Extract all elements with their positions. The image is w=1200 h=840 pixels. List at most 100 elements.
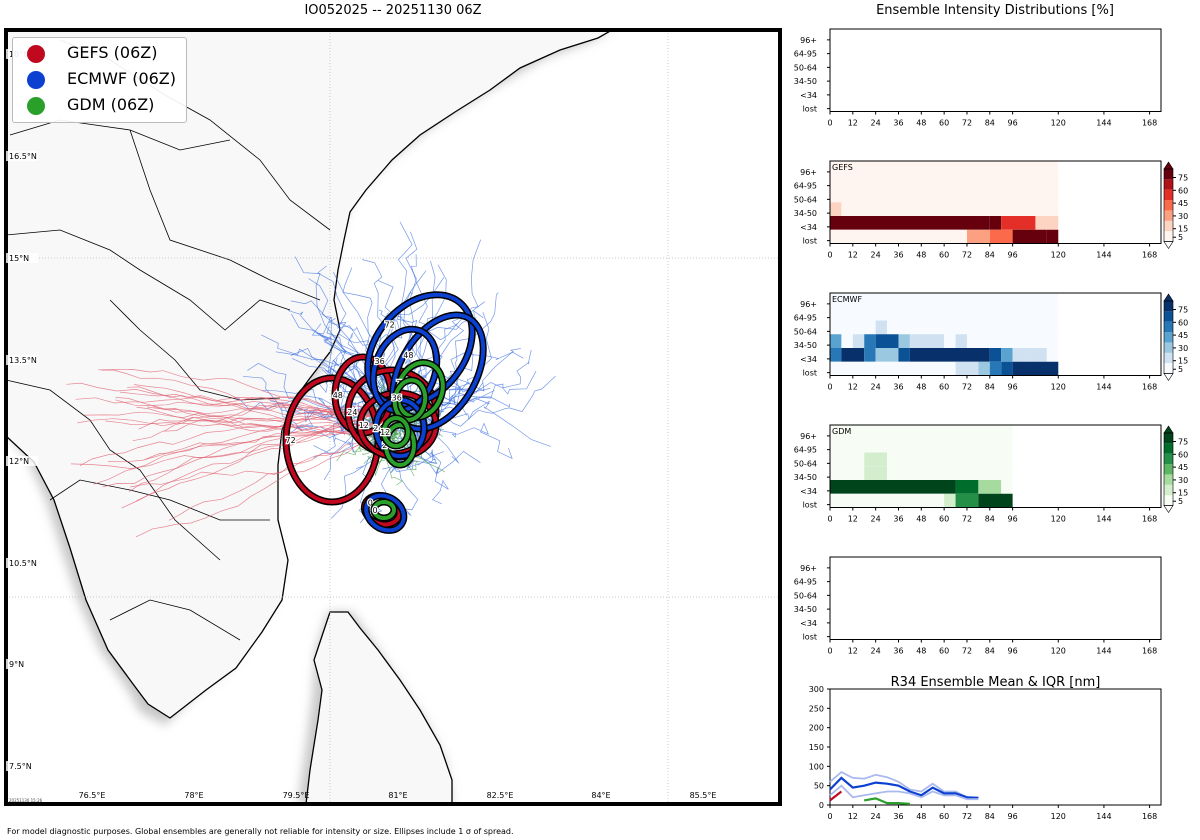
heatmap-cell — [830, 306, 1059, 321]
heatmap-cell — [864, 348, 876, 362]
y-tick-label: 50 — [814, 782, 824, 791]
heatmap-cell — [989, 229, 1013, 244]
colorbar-tick-label: 75 — [1178, 306, 1188, 315]
heatmap-cell — [864, 466, 888, 480]
y-tick-label: <34 — [800, 619, 817, 628]
x-tick-label: 120 — [1051, 383, 1066, 392]
plot-frame — [829, 424, 1162, 508]
heatmap-cell — [841, 202, 1059, 216]
heatmap-cell — [898, 348, 910, 362]
x-tick-label: 0 — [827, 383, 832, 392]
lon-label: 79.5°E — [283, 791, 310, 800]
heatmap-cell — [944, 334, 956, 348]
y-tick-label: 96+ — [800, 432, 817, 441]
x-tick-label: 0 — [827, 515, 832, 524]
y-tick-label: lost — [803, 633, 817, 642]
x-tick-label: 72 — [962, 251, 972, 260]
x-tick-label: 48 — [916, 647, 926, 656]
legend-gefs: GEFS (06Z) — [27, 41, 157, 65]
x-tick-label: 36 — [893, 251, 903, 260]
colorbar-segment — [1164, 301, 1173, 312]
x-tick-label: 168 — [1142, 647, 1157, 656]
heatmap-cell — [830, 216, 990, 230]
x-tick-label: 120 — [1051, 251, 1066, 260]
legend-gdm: GDM (06Z) — [27, 93, 154, 117]
colorbar-tick-label: 75 — [1178, 174, 1188, 183]
heatmap-cell — [864, 334, 876, 348]
y-tick-label: 150 — [809, 743, 824, 752]
x-tick-label: 24 — [871, 383, 881, 392]
colorbar-tick-label: 30 — [1178, 344, 1188, 353]
y-tick-label: 64-95 — [794, 314, 817, 323]
r34-line-chart: R34 Ensemble Mean & IQR [nm] 0 50 100 150 200… — [809, 675, 1162, 821]
heatmap-cell — [989, 348, 1002, 362]
heatmap-cell — [830, 493, 945, 508]
heatmap-cell — [830, 293, 1059, 307]
x-tick-label: 24 — [871, 515, 881, 524]
x-tick-label: 0 — [827, 647, 832, 656]
intensity-panels: 96+ 64-95 50-64 34-50 <34 lost 0 12 24 36 48 60 72 84… — [794, 28, 1188, 821]
x-tick-label: 96 — [1008, 647, 1018, 656]
colorbar-tick-label: 30 — [1178, 212, 1188, 221]
x-tick-label: 12 — [848, 515, 858, 524]
x-tick-label: 168 — [1142, 251, 1157, 260]
x-tick-label: 144 — [1096, 515, 1111, 524]
colorbar-tick-label: 45 — [1178, 331, 1188, 340]
legend-gdm-label: GDM (06Z) — [67, 95, 155, 114]
colorbar-segment — [1164, 321, 1173, 333]
heatmap-cell — [830, 466, 865, 480]
y-tick-label: 0 — [819, 801, 824, 810]
heatmap-cell — [955, 334, 967, 348]
x-tick-label: 48 — [916, 383, 926, 392]
lat-label-bg — [6, 456, 38, 466]
heatmap-cell — [864, 452, 888, 467]
y-tick-label: 50-64 — [794, 327, 817, 336]
y-tick-label: lost — [803, 369, 817, 378]
heatmap-cell — [955, 493, 979, 508]
x-tick-label: 144 — [1096, 383, 1111, 392]
legend-ecmwf: ECMWF (06Z) — [27, 67, 176, 91]
heatmap-cell — [830, 202, 842, 216]
x-tick-label: 0 — [827, 812, 832, 821]
probability-ellipse — [371, 327, 439, 413]
colorbar-tick-label: 45 — [1178, 199, 1188, 208]
gefs-track — [136, 425, 389, 502]
plot-frame — [829, 292, 1162, 376]
y-tick-label: 100 — [809, 762, 824, 771]
x-tick-label: 84 — [985, 515, 995, 524]
heatmap-cell — [898, 334, 910, 348]
ellipse-hour-label: 0 — [368, 499, 373, 508]
heatmap-cell — [875, 348, 899, 362]
ecmwf-track — [287, 310, 396, 411]
x-tick-label: 120 — [1051, 515, 1066, 524]
x-tick-label: 168 — [1142, 515, 1157, 524]
ellipse-hour-label: 48 — [403, 351, 413, 360]
colorbar-segment — [1164, 342, 1173, 353]
x-tick-label: 84 — [985, 251, 995, 260]
heatmap-cell — [830, 188, 1059, 203]
heatmap-cell — [944, 493, 956, 508]
colorbar-segment — [1164, 220, 1173, 232]
heatmap-cell — [830, 161, 1059, 175]
x-tick-label: 84 — [985, 647, 995, 656]
panel-model-label: GDM — [832, 427, 851, 436]
y-tick-label: 64-95 — [794, 50, 817, 59]
x-tick-label: 36 — [893, 383, 903, 392]
colorbar-extend-top — [1163, 161, 1174, 170]
heatmap-cell — [830, 348, 842, 362]
y-tick-label: <34 — [800, 91, 817, 100]
lon-label: 85.5°E — [690, 791, 717, 800]
heatmap-cell — [852, 334, 865, 348]
lat-label-bg — [6, 355, 38, 365]
intensity-heatmap-ecmwf: 96+ 64-95 50-64 34-50 <34 lost 0 12 24 36 48 60 72 84… — [794, 292, 1188, 392]
colorbar-segment — [1164, 231, 1173, 242]
y-tick-label: 96+ — [800, 36, 817, 45]
lat-label-bg — [6, 761, 38, 771]
colorbar-tick-label: 5 — [1178, 497, 1183, 506]
heatmap-cell — [875, 320, 888, 335]
colorbar-segment — [1164, 169, 1173, 180]
x-tick-label: 60 — [939, 515, 949, 524]
x-tick-label: 96 — [1008, 812, 1018, 821]
heatmap-cell — [830, 361, 956, 376]
